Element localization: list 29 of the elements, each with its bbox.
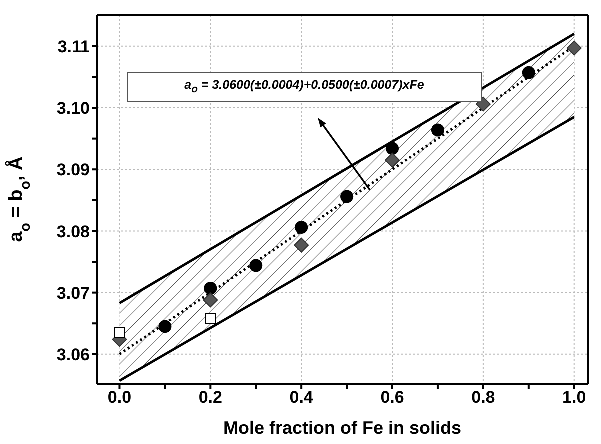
point — [431, 124, 444, 137]
point — [205, 313, 216, 324]
point — [476, 96, 491, 112]
point — [294, 238, 310, 253]
x-tick-label: 0.8 — [472, 388, 496, 408]
x-tick-label: 0.2 — [198, 388, 222, 408]
point — [203, 292, 218, 308]
point — [295, 221, 308, 234]
point — [385, 152, 400, 168]
y-tick-label: 3.06 — [56, 345, 90, 364]
x-tick-label: 0.4 — [290, 388, 314, 408]
x-tick-label: 0.0 — [108, 388, 132, 408]
y-tick-label: 3.11 — [58, 37, 90, 56]
y-tick-label: 3.08 — [56, 222, 90, 242]
point — [114, 327, 126, 338]
y-tick-label: 3.07 — [56, 284, 90, 303]
x-tick-label: 0.6 — [380, 388, 404, 408]
point — [158, 320, 172, 334]
point — [250, 259, 263, 272]
annotation: a$_{o}$ = 3.0600(±0.0004)+0.0500(±0.0007)xFe — [184, 78, 424, 96]
point — [522, 66, 536, 80]
y-tick-label: 3.09 — [56, 160, 90, 180]
point — [204, 282, 218, 296]
point — [566, 40, 582, 56]
point — [386, 142, 400, 156]
x-tick-label: 1.0 — [562, 388, 586, 408]
y-tick-label: 3.10 — [56, 99, 90, 118]
point — [340, 190, 354, 204]
x-axis-title: Mole fraction of Fe in solids — [223, 418, 462, 438]
